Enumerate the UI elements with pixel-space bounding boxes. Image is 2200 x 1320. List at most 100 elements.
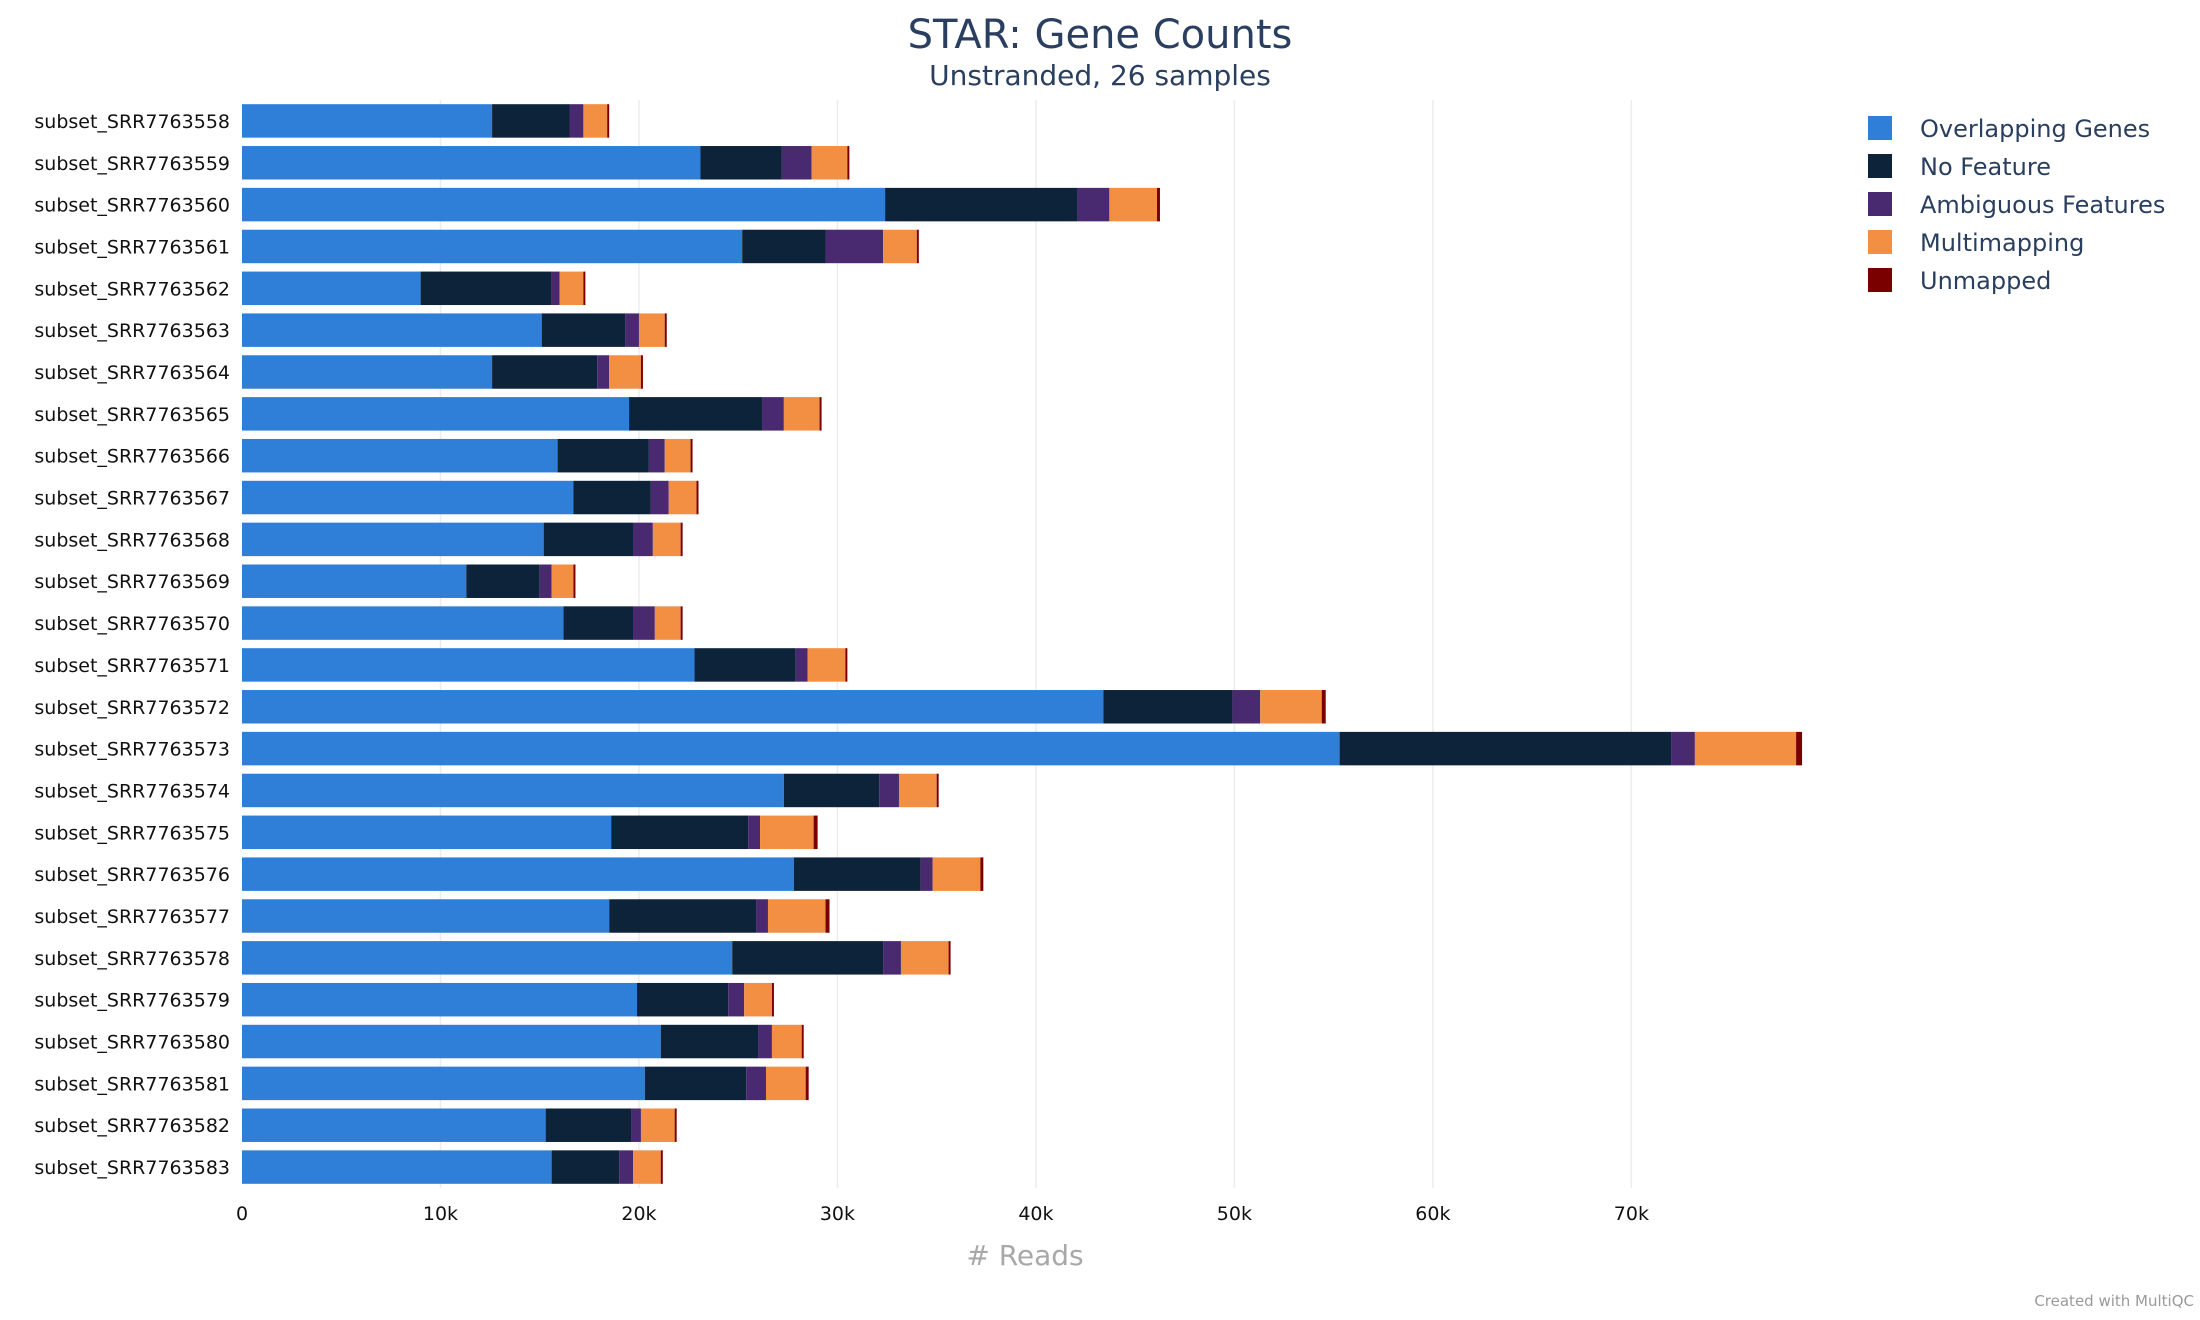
bar-segment[interactable] — [801, 1024, 804, 1059]
bar-segment[interactable] — [242, 187, 886, 222]
bar-segment[interactable] — [1321, 690, 1326, 724]
bar-row[interactable] — [242, 1066, 809, 1101]
bar-segment[interactable] — [756, 899, 768, 933]
bar-segment[interactable] — [619, 1150, 634, 1184]
bar-segment[interactable] — [748, 815, 761, 850]
bar-segment[interactable] — [883, 941, 901, 975]
bar-segment[interactable] — [569, 104, 584, 138]
bar-row[interactable] — [242, 480, 699, 515]
bar-segment[interactable] — [819, 397, 822, 431]
bar-segment[interactable] — [609, 355, 641, 389]
legend-item[interactable]: Multimapping — [1868, 229, 2084, 257]
bar-segment[interactable] — [825, 229, 884, 264]
bar-segment[interactable] — [771, 1024, 802, 1059]
bar-segment[interactable] — [728, 982, 745, 1017]
bar-segment[interactable] — [242, 438, 558, 473]
bar-segment[interactable] — [980, 857, 984, 891]
bar-segment[interactable] — [900, 941, 949, 975]
bar-segment[interactable] — [664, 438, 691, 473]
bar-segment[interactable] — [760, 815, 814, 850]
bar-segment[interactable] — [625, 313, 639, 347]
bar-segment[interactable] — [242, 480, 574, 515]
bar-segment[interactable] — [742, 229, 826, 264]
bar-segment[interactable] — [654, 606, 681, 640]
bar-segment[interactable] — [795, 648, 808, 682]
bar-segment[interactable] — [242, 731, 1340, 766]
bar-segment[interactable] — [242, 941, 733, 975]
bar-segment[interactable] — [573, 564, 576, 598]
bar-segment[interactable] — [765, 1066, 806, 1101]
bar-row[interactable] — [242, 1108, 677, 1142]
bar-segment[interactable] — [242, 522, 544, 557]
bar-segment[interactable] — [771, 982, 774, 1017]
bar-row[interactable] — [242, 271, 586, 306]
bar-segment[interactable] — [583, 271, 586, 306]
bar-row[interactable] — [242, 773, 939, 808]
bar-segment[interactable] — [242, 815, 612, 850]
bar-segment[interactable] — [767, 899, 826, 933]
bar-segment[interactable] — [758, 1024, 772, 1059]
bar-segment[interactable] — [668, 480, 697, 515]
bar-segment[interactable] — [783, 773, 880, 808]
bar-segment[interactable] — [492, 104, 570, 138]
bar-segment[interactable] — [551, 271, 560, 306]
bar-row[interactable] — [242, 1024, 804, 1059]
bar-segment[interactable] — [883, 229, 917, 264]
bar-row[interactable] — [242, 397, 822, 431]
bar-segment[interactable] — [242, 1024, 661, 1059]
bar-segment[interactable] — [1671, 731, 1695, 766]
bar-segment[interactable] — [242, 648, 695, 682]
bar-segment[interactable] — [242, 982, 637, 1017]
bar-segment[interactable] — [1103, 690, 1233, 724]
bar-segment[interactable] — [650, 480, 669, 515]
bar-segment[interactable] — [696, 480, 699, 515]
bar-segment[interactable] — [640, 1108, 675, 1142]
bar-segment[interactable] — [746, 1066, 766, 1101]
bar-segment[interactable] — [242, 271, 421, 306]
bar-segment[interactable] — [652, 522, 681, 557]
bar-row[interactable] — [242, 355, 643, 389]
bar-segment[interactable] — [242, 1108, 546, 1142]
bar-segment[interactable] — [633, 522, 653, 557]
bar-row[interactable] — [242, 229, 919, 264]
bar-segment[interactable] — [674, 1108, 677, 1142]
bar-segment[interactable] — [1109, 187, 1157, 222]
bar-row[interactable] — [242, 522, 683, 557]
bar-segment[interactable] — [466, 564, 540, 598]
bar-segment[interactable] — [762, 397, 784, 431]
bar-segment[interactable] — [242, 104, 493, 138]
bar-row[interactable] — [242, 815, 818, 850]
bar-segment[interactable] — [242, 899, 610, 933]
bar-row[interactable] — [242, 648, 848, 682]
bar-segment[interactable] — [690, 438, 693, 473]
bar-segment[interactable] — [607, 104, 610, 138]
bar-segment[interactable] — [242, 857, 794, 891]
bar-row[interactable] — [242, 313, 667, 347]
bar-segment[interactable] — [541, 313, 626, 347]
bar-segment[interactable] — [242, 690, 1104, 724]
bar-segment[interactable] — [898, 773, 937, 808]
bar-segment[interactable] — [597, 355, 610, 389]
bar-segment[interactable] — [805, 1066, 809, 1101]
bar-row[interactable] — [242, 857, 984, 891]
bar-segment[interactable] — [948, 941, 951, 975]
bar-segment[interactable] — [847, 146, 850, 180]
bar-segment[interactable] — [545, 1108, 632, 1142]
legend[interactable]: Overlapping Genes No Feature Ambiguous Fea… — [1868, 115, 2165, 295]
bar-segment[interactable] — [551, 1150, 620, 1184]
bar-segment[interactable] — [492, 355, 598, 389]
bar-segment[interactable] — [1260, 690, 1322, 724]
bar-segment[interactable] — [633, 1150, 661, 1184]
bar-segment[interactable] — [573, 480, 651, 515]
bar-row[interactable] — [242, 899, 830, 933]
bar-segment[interactable] — [636, 982, 729, 1017]
bar-segment[interactable] — [783, 397, 820, 431]
legend-item[interactable]: Overlapping Genes — [1868, 115, 2150, 143]
bar-segment[interactable] — [611, 815, 749, 850]
bar-segment[interactable] — [242, 313, 542, 347]
bar-segment[interactable] — [793, 857, 921, 891]
bar-segment[interactable] — [807, 648, 846, 682]
bar-segment[interactable] — [631, 1108, 641, 1142]
bar-segment[interactable] — [813, 815, 818, 850]
bar-segment[interactable] — [1339, 731, 1672, 766]
